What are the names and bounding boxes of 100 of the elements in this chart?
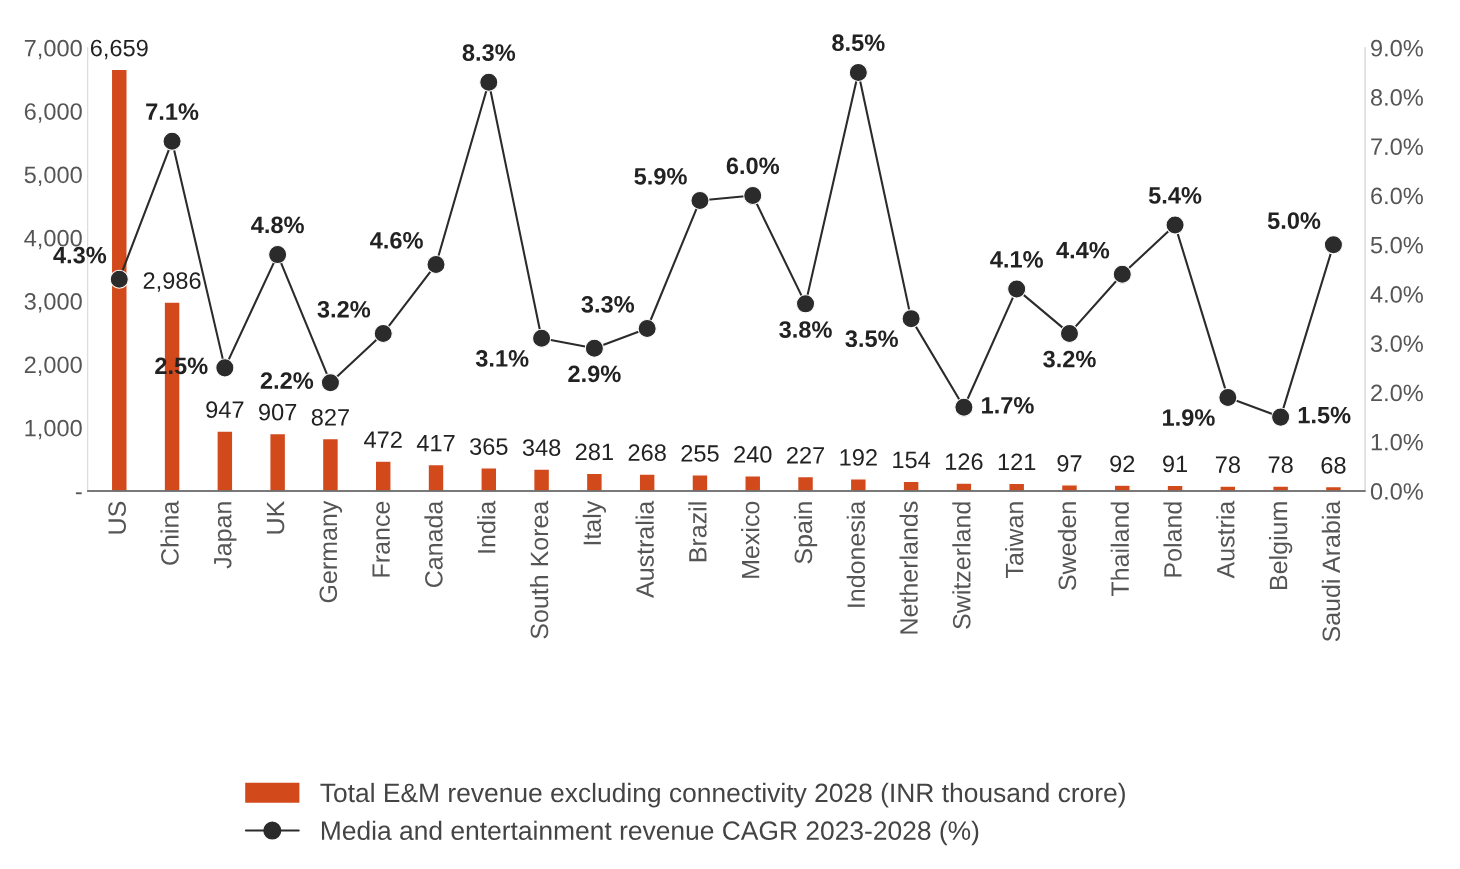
y-tick-label: 5,000 [24,166,82,186]
y-tick-label: 1,000 [25,419,82,440]
x-tick-label: Indonesia [846,500,866,607]
bar [480,467,498,491]
bar [849,478,867,491]
y-tick-label: 3,000 [24,293,82,313]
point [1165,215,1185,235]
bar [585,472,603,491]
data-label: 154 [893,451,931,469]
x-tick-label: France [372,501,390,577]
data-label: 6,659 [90,39,148,60]
bar [216,430,234,491]
data-label: 255 [681,445,719,462]
y2-tick-label: 6.0% [1371,187,1423,205]
y2-tick-label: 7.0% [1371,138,1423,156]
x-tick-label: Poland [1163,502,1182,577]
data-label: 7.1% [146,103,199,120]
y2-tick-label: 2.0% [1371,384,1423,402]
data-label: 8.5% [832,34,885,52]
data-label: 227 [787,446,825,464]
x-tick-label: China [160,500,179,565]
y2-tick-label: 4.0% [1370,286,1423,303]
y2-tick-label: 8.0% [1370,89,1423,106]
data-label: 4.4% [1056,241,1110,259]
bar [374,460,392,491]
x-tick-label: Thailand [1110,502,1129,597]
data-label: 827 [311,408,349,426]
bar [110,68,128,491]
y-tick-label: 2,000 [24,356,82,376]
point [637,318,657,339]
data-label: 4.1% [990,251,1043,268]
bar [269,432,287,491]
point [1007,279,1027,299]
y-tick-label: 7,000 [24,39,82,60]
x-tick-label: Saudi Arabia [1321,500,1341,642]
bar [902,480,920,491]
data-label: 348 [522,439,561,456]
data-label: 268 [628,444,666,462]
data-label: 4.6% [370,231,423,249]
bar [1113,484,1131,491]
point [743,185,763,206]
bar [744,475,762,491]
point [795,294,816,314]
data-label: 97 [1057,455,1082,472]
data-label: 2.2% [260,372,314,389]
point [426,254,446,275]
data-label: 3.5% [845,330,898,348]
bar [638,473,656,491]
data-label: 92 [1110,455,1135,473]
point [1218,387,1238,407]
x-tick-label: Taiwan [1005,502,1024,578]
data-label: 1.5% [1298,406,1351,424]
bar [691,474,709,491]
point [162,131,182,151]
data-label: 1.9% [1163,409,1215,426]
point [1271,407,1291,427]
data-label: 907 [259,403,297,421]
data-label: 417 [416,435,455,452]
y2-tick-label: 0.0% [1370,483,1423,500]
point [268,245,288,265]
point [479,72,499,92]
point [532,328,552,348]
x-tick-label: Mexico [741,501,760,578]
y-tick-label: 6,000 [24,103,82,123]
x-tick-label: Sweden [1057,502,1077,590]
data-label: 91 [1163,455,1188,473]
point [1059,323,1080,343]
data-label: 6.0% [726,157,780,175]
data-label: 8.3% [462,44,516,61]
x-tick-label: Spain [793,502,818,564]
data-label: 1.7% [982,396,1034,414]
data-label: 3.8% [779,321,832,338]
y-tick-label: - [75,492,82,495]
x-tick-label: India [477,500,496,553]
x-tick-label: Japan [214,502,237,569]
x-tick-label: Italy [582,500,607,545]
x-tick-label: South Korea [529,500,549,639]
point [584,338,604,358]
data-label: 3.3% [581,295,635,313]
point [1112,264,1132,284]
data-label: 5.9% [634,167,687,185]
data-label: 78 [1268,456,1293,474]
data-label: 121 [998,453,1036,471]
legend-label: Media and entertainment revenue CAGR 2023-2028 (%) [321,820,979,846]
data-label: 365 [470,438,508,455]
point [320,373,340,393]
data-label: 947 [206,401,244,419]
x-tick-label: Australia [635,500,654,598]
x-tick-label: Brazil [688,502,707,562]
bar [427,463,445,491]
point [373,323,393,343]
legend-label: Total E&M revenue excluding connectivity 2028 (INR thousand crore) [320,782,1125,808]
x-tick-label: Belgium [1268,502,1293,589]
bar [321,437,340,491]
y2-tick-label: 1.0% [1371,433,1423,451]
y2-tick-label: 9.0% [1371,39,1423,57]
point [215,358,235,378]
x-tick-label: Netherlands [899,501,918,634]
point [109,269,129,289]
data-label: 2.9% [568,365,621,383]
